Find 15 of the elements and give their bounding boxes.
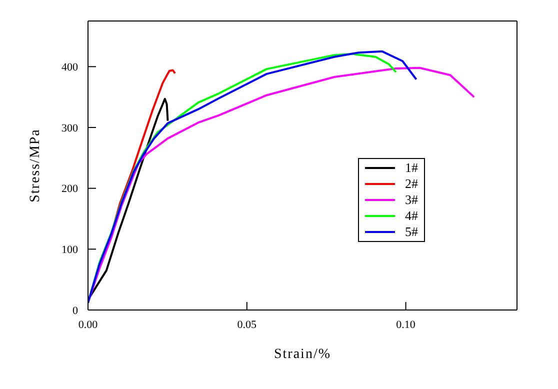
legend-label: 1# <box>405 160 418 176</box>
y-tick-label: 400 <box>62 62 78 74</box>
x-tick-label: 0.00 <box>78 318 98 331</box>
y-tick-label: 200 <box>62 183 78 196</box>
legend-label: 4# <box>405 208 418 224</box>
y-tick-label: 300 <box>62 122 78 134</box>
x-tick-label: 0.10 <box>396 318 416 331</box>
y-tick-label: 0 <box>72 304 78 317</box>
legend-label: 3# <box>405 192 418 208</box>
y-tick-label: 100 <box>62 244 78 256</box>
x-tick-label: 0.05 <box>237 318 258 331</box>
y-axis-title: Stress/MPa <box>28 128 43 202</box>
legend-label: 2# <box>405 176 418 192</box>
legend-label: 5# <box>405 224 418 240</box>
x-axis-title: Strain/% <box>274 347 331 362</box>
